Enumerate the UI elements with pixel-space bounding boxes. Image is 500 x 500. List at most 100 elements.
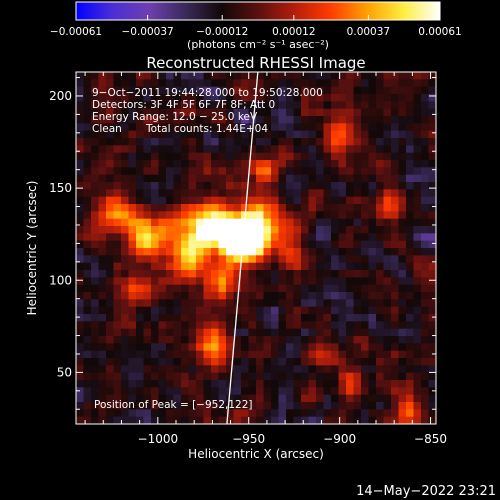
heatmap-cell xyxy=(353,79,362,88)
heatmap-cell xyxy=(383,365,392,374)
heatmap-cell xyxy=(376,299,384,308)
heatmap-cell xyxy=(91,328,99,337)
heatmap-cell xyxy=(256,262,264,271)
heatmap-cell xyxy=(196,86,204,95)
heatmap-cell xyxy=(391,167,399,176)
heatmap-cell xyxy=(128,116,137,124)
heatmap-cell xyxy=(398,358,407,366)
heatmap-cell xyxy=(286,196,294,205)
heatmap-cell xyxy=(398,130,407,139)
heatmap-cell xyxy=(128,358,137,366)
heatmap-cell xyxy=(211,116,219,124)
heatmap-cell xyxy=(121,138,129,146)
heatmap-cell xyxy=(248,372,257,381)
heatmap-cell xyxy=(76,350,84,359)
heatmap-cell xyxy=(143,116,152,124)
heatmap-cell xyxy=(226,145,234,154)
heatmap-cell xyxy=(301,292,309,300)
heatmap-cell xyxy=(136,306,144,315)
heatmap-cell xyxy=(301,402,309,410)
heatmap-cell xyxy=(413,233,422,242)
heatmap-cell xyxy=(151,358,159,366)
heatmap-cell xyxy=(196,116,204,124)
heatmap-cell xyxy=(151,145,159,154)
heatmap-cell xyxy=(331,204,339,212)
heatmap-cell xyxy=(278,79,287,88)
heatmap-cell xyxy=(338,248,347,256)
heatmap-cell xyxy=(218,262,227,271)
heatmap-cell xyxy=(293,130,302,139)
heatmap-cell xyxy=(368,277,377,286)
heatmap-cell xyxy=(128,394,137,403)
heatmap-cell xyxy=(316,211,324,220)
heatmap-cell xyxy=(91,226,99,234)
heatmap-cell xyxy=(173,189,182,198)
heatmap-cell xyxy=(293,138,302,146)
heatmap-cell xyxy=(113,416,122,424)
heatmap-cell xyxy=(226,94,234,102)
heatmap-cell xyxy=(391,321,399,330)
heatmap-cell xyxy=(211,416,219,424)
heatmap-cell xyxy=(383,394,392,403)
heatmap-cell xyxy=(128,86,137,95)
heatmap-cell xyxy=(413,138,422,146)
heatmap-cell xyxy=(218,328,227,337)
heatmap-cell xyxy=(421,306,429,315)
heatmap-cell xyxy=(188,284,197,293)
heatmap-cell xyxy=(91,182,99,190)
heatmap-cell xyxy=(316,72,324,80)
heatmap-cell xyxy=(383,167,392,176)
heatmap-cell xyxy=(158,328,167,337)
heatmap-cell xyxy=(308,409,317,418)
heatmap-cell xyxy=(331,380,339,388)
heatmap-cell xyxy=(331,123,339,132)
heatmap-cell xyxy=(263,372,272,381)
heatmap-cell xyxy=(406,343,414,352)
heatmap-cell xyxy=(278,270,287,278)
heatmap-cell xyxy=(308,123,317,132)
heatmap-cell xyxy=(76,94,84,102)
heatmap-cell xyxy=(263,108,272,117)
heatmap-cell xyxy=(173,182,182,190)
heatmap-cell xyxy=(151,189,159,198)
heatmap-cell xyxy=(196,211,204,220)
heatmap-cell xyxy=(181,402,189,410)
heatmap-cell xyxy=(121,284,129,293)
heatmap-cell xyxy=(286,86,294,95)
heatmap-cell xyxy=(248,394,257,403)
heatmap-cell xyxy=(233,72,242,80)
heatmap-cell xyxy=(83,336,92,344)
heatmap-cell xyxy=(316,79,324,88)
heatmap-cell xyxy=(413,240,422,249)
heatmap-cell xyxy=(338,196,347,205)
heatmap-cell xyxy=(406,321,414,330)
heatmap-cell xyxy=(301,350,309,359)
heatmap-cell xyxy=(346,321,354,330)
heatmap-cell xyxy=(233,108,242,117)
heatmap-cell xyxy=(256,189,264,198)
heatmap-cell xyxy=(383,292,392,300)
heatmap-cell xyxy=(248,189,257,198)
heatmap-cell xyxy=(226,123,234,132)
heatmap-cell xyxy=(368,328,377,337)
heatmap-cell xyxy=(398,204,407,212)
heatmap-cell xyxy=(241,409,249,418)
heatmap-cell xyxy=(166,336,174,344)
x-tick-label: −850 xyxy=(414,432,447,446)
heatmap-cell xyxy=(361,123,369,132)
heatmap-cell xyxy=(151,116,159,124)
heatmap-cell xyxy=(421,328,429,337)
heatmap-cell xyxy=(263,204,272,212)
heatmap-cell xyxy=(361,94,369,102)
heatmap-cell xyxy=(398,182,407,190)
heatmap-cell xyxy=(113,336,122,344)
heatmap-cell xyxy=(98,174,107,183)
heatmap-cell xyxy=(248,350,257,359)
heatmap-cell xyxy=(128,101,137,110)
heatmap-cell xyxy=(256,86,264,95)
heatmap-cell xyxy=(241,394,249,403)
heatmap-cell xyxy=(136,123,144,132)
heatmap-cell xyxy=(413,167,422,176)
heatmap-cell xyxy=(248,255,257,264)
